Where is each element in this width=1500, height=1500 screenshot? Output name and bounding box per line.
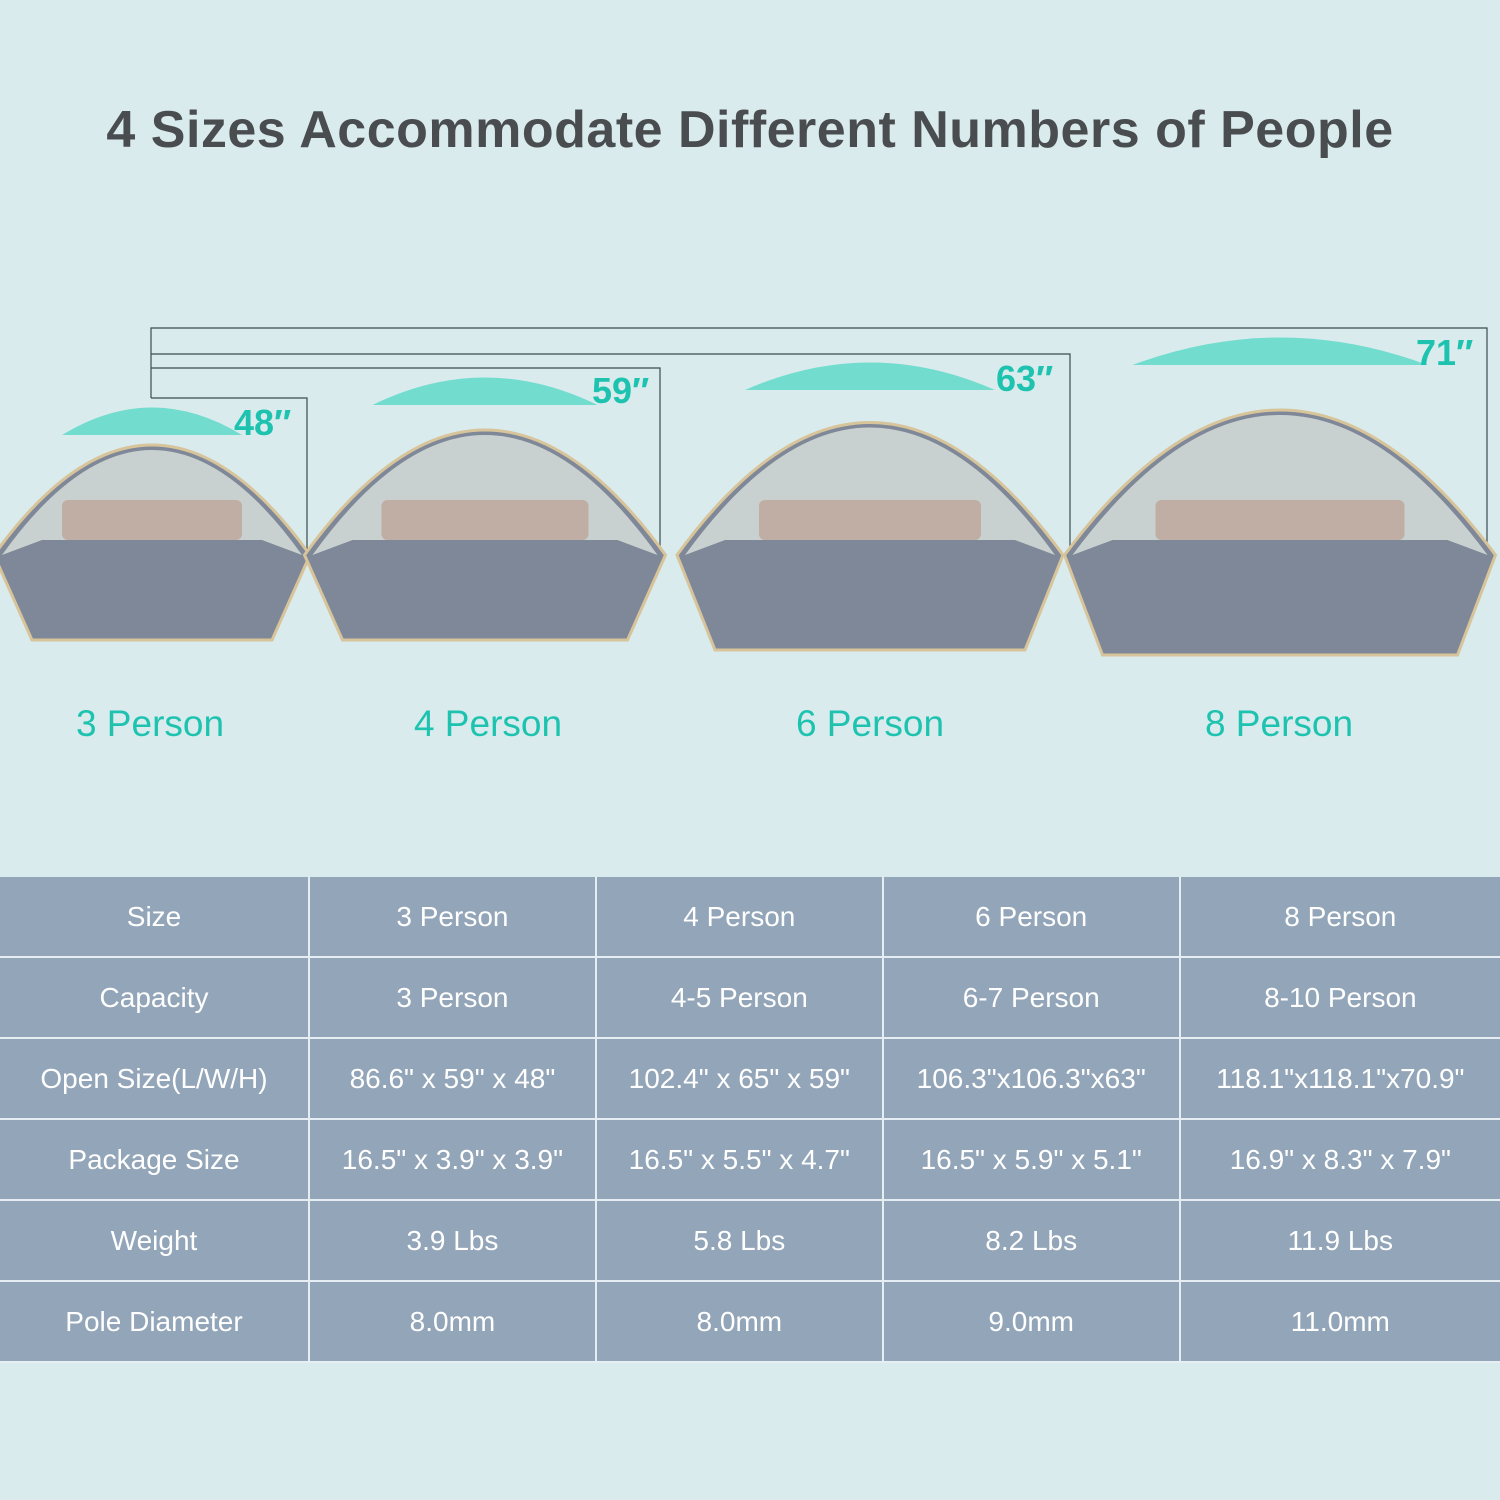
table-cell: 4-5 Person [594, 956, 884, 1039]
size-label-3p: 3 Person [75, 703, 225, 744]
table-cell: 3 Person [308, 877, 597, 958]
table-cell: 3.9 Lbs [308, 1199, 597, 1282]
table-cell: 6 Person [881, 877, 1181, 958]
table-cell: 16.9" x 8.3" x 7.9" [1178, 1118, 1500, 1201]
tent-illustrations [0, 327, 1498, 657]
table-cell: 3 Person [308, 956, 597, 1039]
table-cell: 16.5" x 3.9" x 3.9" [308, 1118, 597, 1201]
row-header: Package Size [0, 1118, 310, 1201]
table-cell: 8.0mm [594, 1280, 884, 1363]
table-cell: 8.0mm [308, 1280, 597, 1363]
dimension-lines [150, 327, 1488, 565]
table-cell: 11.0mm [1178, 1280, 1500, 1363]
table-row: Weight 3.9 Lbs 5.8 Lbs 8.2 Lbs 11.9 Lbs [0, 1199, 1500, 1282]
tent-4-person [302, 377, 668, 642]
table-cell: 118.1"x118.1"x70.9" [1178, 1037, 1500, 1120]
height-label-6p: 63″ [996, 358, 1054, 399]
table-cell: 86.6" x 59" x 48" [308, 1037, 597, 1120]
table-cell: 6-7 Person [881, 956, 1181, 1039]
table-cell: 5.8 Lbs [594, 1199, 884, 1282]
row-header: Pole Diameter [0, 1280, 310, 1363]
tent-3-person [0, 407, 312, 642]
table-row: Size 3 Person 4 Person 6 Person 8 Person [0, 877, 1500, 958]
height-label-8p: 71″ [1416, 332, 1474, 373]
tent-8-person [1062, 337, 1498, 657]
table-row: Capacity 3 Person 4-5 Person 6-7 Person 8-10… [0, 956, 1500, 1039]
table-cell: 16.5" x 5.5" x 4.7" [594, 1118, 884, 1201]
size-label-4p: 4 Person [413, 703, 563, 744]
tent-6-person [675, 362, 1065, 652]
size-label-8p: 8 Person [1204, 703, 1354, 744]
page-title: 4 Sizes Accommodate Different Numbers of… [106, 101, 1394, 159]
row-header: Size [0, 877, 310, 958]
table-cell: 102.4" x 65" x 59" [594, 1037, 884, 1120]
size-label-6p: 6 Person [795, 703, 945, 744]
table-cell: 16.5" x 5.9" x 5.1" [881, 1118, 1181, 1201]
height-label-3p: 48″ [234, 402, 292, 443]
table-cell: 11.9 Lbs [1178, 1199, 1500, 1282]
table-row: Open Size(L/W/H) 86.6" x 59" x 48" 102.4" … [0, 1037, 1500, 1120]
table-row: Package Size 16.5" x 3.9" x 3.9" 16.5" x 5… [0, 1118, 1500, 1201]
table-cell: 106.3"x106.3"x63" [881, 1037, 1181, 1120]
table-row: Pole Diameter 8.0mm 8.0mm 9.0mm 11.0mm [0, 1280, 1500, 1363]
table-cell: 8-10 Person [1178, 956, 1500, 1039]
table-cell: 8.2 Lbs [881, 1199, 1181, 1282]
table-cell: 9.0mm [881, 1280, 1181, 1363]
spec-table: Size 3 Person 4 Person 6 Person 8 Person Capa… [0, 877, 1500, 1363]
table-cell: 8 Person [1178, 877, 1500, 958]
row-header: Weight [0, 1199, 310, 1282]
height-label-4p: 59″ [592, 370, 650, 411]
row-header: Open Size(L/W/H) [0, 1037, 310, 1120]
row-header: Capacity [0, 956, 310, 1039]
table-cell: 4 Person [594, 877, 884, 958]
